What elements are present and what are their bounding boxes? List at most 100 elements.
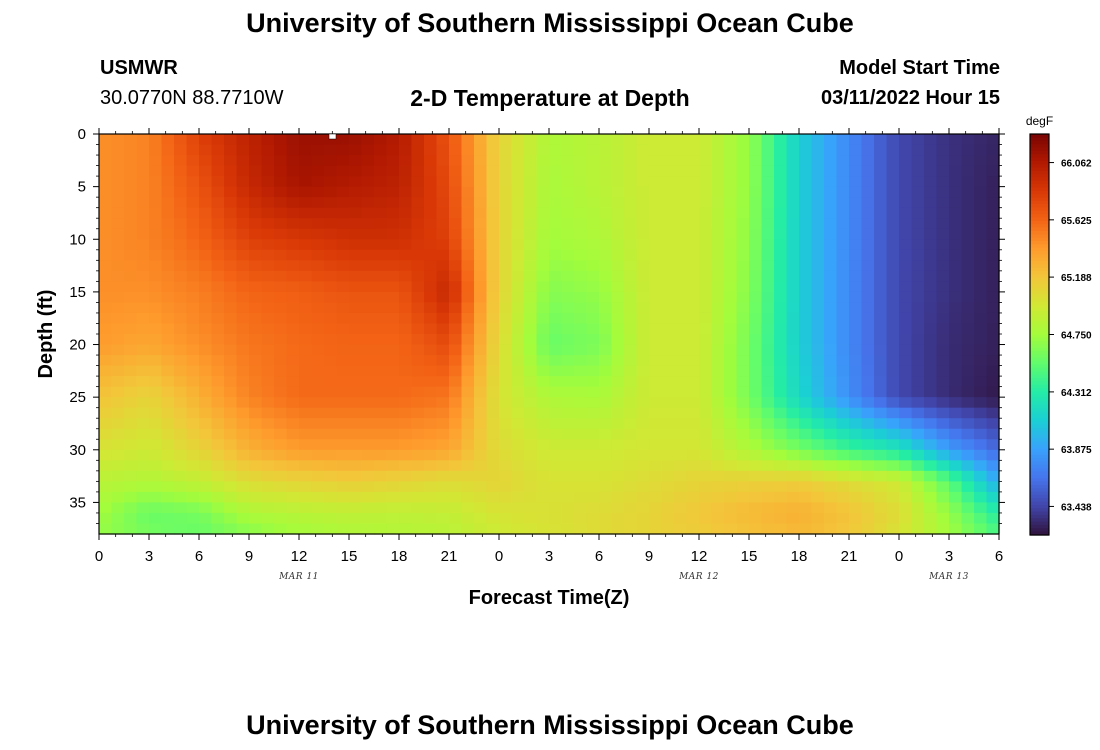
- heatmap-cell: [799, 207, 813, 219]
- colorbar-segment: [1030, 364, 1049, 369]
- heatmap-cell: [461, 176, 475, 188]
- heatmap-cell: [549, 260, 563, 272]
- heatmap-cell: [461, 218, 475, 230]
- heatmap-cell: [261, 270, 275, 282]
- heatmap-cell: [636, 428, 650, 440]
- heatmap-cell: [461, 270, 475, 282]
- heatmap-cell: [774, 407, 788, 419]
- heatmap-cell: [274, 502, 288, 514]
- heatmap-cell: [774, 418, 788, 430]
- heatmap-cell: [436, 512, 450, 525]
- heatmap-cell: [636, 439, 650, 451]
- heatmap-cell: [636, 239, 650, 251]
- heatmap-cell: [636, 270, 650, 282]
- heatmap-cell: [399, 376, 413, 388]
- heatmap-cell: [511, 218, 525, 230]
- heatmap-cell: [274, 281, 288, 293]
- heatmap-cell: [924, 186, 938, 198]
- heatmap-cell: [549, 134, 563, 146]
- heatmap-cell: [899, 449, 913, 461]
- heatmap-cell: [199, 312, 213, 325]
- heatmap-cell: [561, 355, 575, 367]
- heatmap-cell: [736, 165, 750, 177]
- heatmap-cell: [624, 239, 638, 251]
- heatmap-cell: [374, 155, 388, 167]
- heatmap-cell: [399, 418, 413, 430]
- heatmap-cell: [399, 228, 413, 240]
- heatmap-cell: [661, 470, 675, 482]
- heatmap-cell: [536, 260, 550, 272]
- heatmap-cell: [361, 502, 375, 514]
- heatmap-cell: [449, 270, 463, 282]
- heatmap-cell: [236, 502, 250, 514]
- heatmap-cell: [349, 260, 363, 272]
- heatmap-cell: [349, 512, 363, 525]
- heatmap-cell: [349, 523, 363, 535]
- heatmap-cell: [336, 239, 350, 251]
- heatmap-cell: [924, 355, 938, 367]
- heatmap-cell: [199, 460, 213, 472]
- heatmap-cell: [861, 249, 875, 261]
- heatmap-cell: [99, 186, 113, 198]
- heatmap-cell: [774, 228, 788, 240]
- heatmap-cell: [636, 176, 650, 188]
- heatmap-cell: [599, 302, 613, 314]
- heatmap-cell: [349, 449, 363, 461]
- heatmap-cell: [686, 439, 700, 451]
- x-tick-label: 9: [645, 548, 653, 565]
- heatmap-cell: [211, 512, 225, 525]
- heatmap-cell: [386, 481, 400, 493]
- model-start-label: Model Start Time: [839, 57, 1000, 79]
- heatmap-cell: [549, 460, 563, 472]
- heatmap-cell: [499, 407, 513, 419]
- heatmap-cell: [299, 428, 313, 440]
- x-date-label: MAR 11: [278, 572, 319, 582]
- heatmap-cell: [311, 428, 325, 440]
- heatmap-cell: [586, 186, 600, 198]
- heatmap-cell: [686, 502, 700, 514]
- heatmap-cell: [899, 281, 913, 293]
- heatmap-cell: [274, 481, 288, 493]
- heatmap-cell: [111, 481, 125, 493]
- heatmap-cell: [674, 291, 688, 304]
- heatmap-cell: [186, 397, 200, 409]
- heatmap-cell: [749, 228, 763, 240]
- heatmap-cell: [886, 176, 900, 188]
- heatmap-cell: [111, 376, 125, 388]
- heatmap-cell: [686, 186, 700, 198]
- heatmap-cell: [724, 134, 738, 146]
- heatmap-cell: [274, 218, 288, 230]
- heatmap-cell: [374, 470, 388, 482]
- heatmap-cell: [99, 228, 113, 240]
- heatmap-cell: [699, 155, 713, 167]
- heatmap-cell: [836, 344, 850, 356]
- heatmap-cell: [849, 355, 863, 367]
- heatmap-cell: [511, 449, 525, 461]
- heatmap-cell: [124, 470, 138, 482]
- heatmap-cell: [311, 155, 325, 167]
- heatmap-cell: [674, 165, 688, 177]
- heatmap-cell: [224, 144, 238, 156]
- heatmap-cell: [399, 176, 413, 188]
- x-tick-label: 15: [741, 548, 758, 565]
- heatmap-cell: [174, 344, 188, 356]
- heatmap-cell: [324, 281, 338, 293]
- heatmap-cell: [286, 397, 300, 409]
- heatmap-cell: [961, 386, 975, 398]
- heatmap-cell: [286, 481, 300, 493]
- heatmap-cell: [386, 428, 400, 440]
- heatmap-cell: [274, 176, 288, 188]
- heatmap-cell: [236, 155, 250, 167]
- heatmap-cell: [324, 249, 338, 261]
- heatmap-cell: [761, 197, 775, 209]
- heatmap-cell: [124, 376, 138, 388]
- heatmap-cell: [374, 186, 388, 198]
- heatmap-cell: [811, 470, 825, 482]
- heatmap-cell: [899, 376, 913, 388]
- heatmap-cell: [274, 460, 288, 472]
- heatmap-cell: [111, 386, 125, 398]
- heatmap-cell: [761, 481, 775, 493]
- heatmap-cell: [986, 502, 1000, 514]
- heatmap-cell: [774, 428, 788, 440]
- heatmap-cell: [749, 512, 763, 525]
